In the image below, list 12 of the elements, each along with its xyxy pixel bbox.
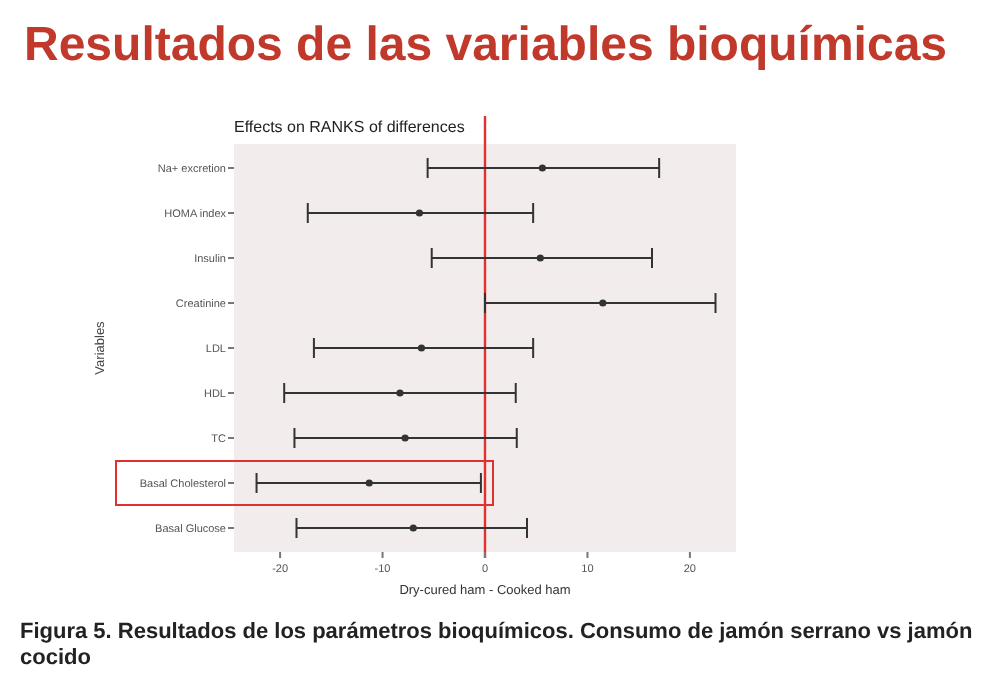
point [415, 209, 424, 217]
chart-subtitle: Effects on RANKS of differences [234, 118, 465, 136]
point [536, 254, 544, 262]
point [401, 434, 409, 442]
point [365, 479, 373, 487]
point [417, 344, 426, 352]
point [409, 524, 417, 532]
point [599, 299, 607, 307]
point [538, 164, 546, 172]
point [396, 389, 404, 397]
chart-title: Resultados de las variables bioquímicas [24, 18, 948, 72]
text: Figura 5. Resultados de los parámetros bioquímicos. Consumo de jamón serrano vs jamón cocido [20, 620, 975, 672]
